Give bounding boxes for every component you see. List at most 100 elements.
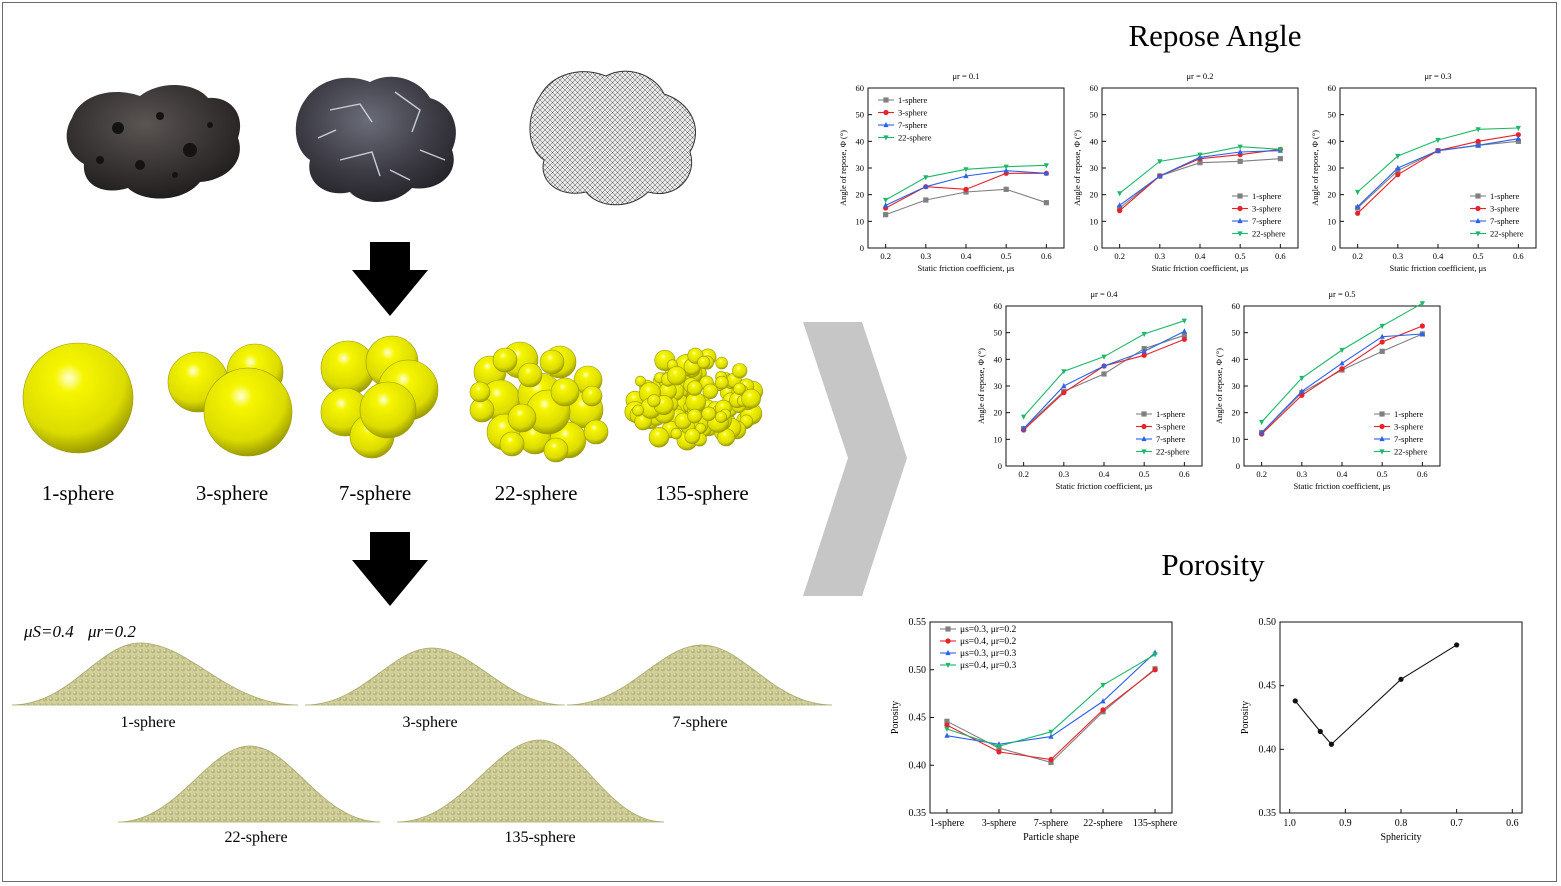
data-point xyxy=(1475,193,1481,199)
data-point xyxy=(1061,382,1067,389)
y-tick-label: 60 xyxy=(1090,83,1099,93)
x-tick-label: 0.5 xyxy=(1139,469,1150,479)
x-tick-label: 0.4 xyxy=(1337,469,1348,479)
data-point xyxy=(1355,203,1361,209)
y-tick-label: 30 xyxy=(856,163,865,173)
data-point xyxy=(1299,375,1305,382)
data-point xyxy=(1515,132,1521,138)
data-point xyxy=(1117,202,1123,208)
data-point xyxy=(1339,360,1345,366)
data-point xyxy=(1237,231,1243,237)
y-axis-label: Angle of repose, Φ (°) xyxy=(838,130,848,206)
data-point xyxy=(1181,336,1187,342)
rock-scan-highlights xyxy=(317,91,446,181)
legend-entry: 3-sphere xyxy=(1252,204,1281,214)
data-point xyxy=(1048,733,1054,739)
y-tick-label: 10 xyxy=(1090,216,1099,226)
data-point xyxy=(1043,200,1049,206)
x-axis-label: Static friction coefficient, μs xyxy=(918,263,1015,273)
x-tick-label: 0.7 xyxy=(1450,818,1463,829)
legend-entry: 3-sphere xyxy=(1490,204,1519,214)
data-point xyxy=(1117,191,1123,197)
y-tick-label: 20 xyxy=(1232,408,1241,418)
data-point xyxy=(1100,707,1106,713)
series-line xyxy=(1357,127,1519,193)
legend-entry: 1-sphere xyxy=(1490,191,1519,201)
rock-mesh xyxy=(529,70,696,206)
y-tick-label: 0 xyxy=(1332,243,1336,253)
x-tick-label: 0.4 xyxy=(1195,251,1206,261)
data-point xyxy=(1299,392,1305,398)
legend-entry: 3-sphere xyxy=(898,108,927,118)
data-point xyxy=(1021,425,1027,431)
legend-entry: 7-sphere xyxy=(1156,434,1185,444)
x-tick-label: 7-sphere xyxy=(1034,818,1069,829)
y-tick-label: 0.40 xyxy=(1259,744,1277,755)
y-axis-label: Porosity xyxy=(1240,701,1251,734)
data-point xyxy=(1339,347,1345,354)
data-point xyxy=(1328,741,1335,747)
y-tick-label: 30 xyxy=(1232,381,1241,391)
sphere-label: 135-sphere xyxy=(655,481,748,505)
data-point xyxy=(1237,193,1243,199)
data-point xyxy=(944,726,950,733)
chart-2: 0 10 20 30 40 50 60 0.2 0.3 0.4 0.5 0.6 μr = 0.2 Stat… xyxy=(1072,71,1299,273)
granular-pile xyxy=(11,642,299,706)
plot-frame xyxy=(1279,621,1523,814)
legend-entry: 22-sphere xyxy=(1490,229,1524,239)
data-point xyxy=(883,212,889,218)
x-tick-label: 0.6 xyxy=(1275,251,1286,261)
y-tick-label: 40 xyxy=(1232,354,1241,364)
sphere-models xyxy=(22,335,763,463)
chart-title: μr = 0.3 xyxy=(1424,71,1451,81)
data-point xyxy=(1048,729,1054,735)
y-axis-label: Angle of repose, Φ (°) xyxy=(1072,130,1082,206)
legend-entry: 3-sphere xyxy=(1394,422,1423,432)
y-tick-label: 0.35 xyxy=(909,808,927,819)
y-tick-label: 0 xyxy=(860,243,864,253)
data-point xyxy=(1317,728,1323,735)
granular-pile xyxy=(396,739,665,823)
chart-3: 0 10 20 30 40 50 60 0.2 0.3 0.4 0.5 0.6 μr = 0.3 Stat… xyxy=(1310,71,1537,273)
data-point xyxy=(1237,158,1243,164)
data-point xyxy=(1475,217,1481,224)
data-point xyxy=(1101,362,1107,369)
data-point xyxy=(1141,449,1147,455)
series-line xyxy=(946,669,1156,761)
data-point xyxy=(1419,323,1425,329)
y-tick-label: 50 xyxy=(856,110,865,120)
rock-pores xyxy=(96,112,213,178)
data-point xyxy=(944,718,950,724)
x-tick-label: 0.2 xyxy=(1256,469,1267,479)
legend-entry: μs=0.3, μr=0.3 xyxy=(960,649,1017,659)
y-tick-label: 60 xyxy=(1328,83,1337,93)
y-tick-label: 30 xyxy=(1090,163,1099,173)
x-tick-label: 0.2 xyxy=(1018,469,1029,479)
x-tick-label: 0.6 xyxy=(1417,469,1428,479)
data-point xyxy=(1157,172,1163,179)
pile-param-mu-r: μr=0.2 xyxy=(87,622,136,641)
data-point xyxy=(1379,435,1385,442)
data-point xyxy=(1141,331,1147,338)
y-tick-label: 0 xyxy=(1094,243,1098,253)
x-tick-label: 0.5 xyxy=(1235,251,1246,261)
x-tick-label: 0.2 xyxy=(1352,251,1363,261)
pile-label: 7-sphere xyxy=(672,714,727,731)
y-tick-label: 50 xyxy=(994,328,1003,338)
down-arrow-icon xyxy=(352,242,428,316)
data-point xyxy=(1061,390,1067,396)
x-tick-label: 0.5 xyxy=(1473,251,1484,261)
x-tick-label: 0.6 xyxy=(1506,818,1519,829)
pile-param-mu-s: μS=0.4 xyxy=(23,622,74,641)
x-tick-label: 0.3 xyxy=(1155,251,1166,261)
data-point xyxy=(1152,667,1158,673)
y-tick-label: 50 xyxy=(1232,328,1241,338)
y-tick-label: 0.45 xyxy=(909,713,927,724)
y-tick-label: 0.50 xyxy=(909,665,927,676)
data-point xyxy=(1379,333,1385,339)
chart-5: 0 10 20 30 40 50 60 0.2 0.3 0.4 0.5 0.6 μr = 0.5 Stat… xyxy=(1214,289,1441,491)
pile-label: 3-sphere xyxy=(402,714,457,731)
x-tick-label: 0.3 xyxy=(1297,469,1308,479)
y-tick-label: 30 xyxy=(994,381,1003,391)
